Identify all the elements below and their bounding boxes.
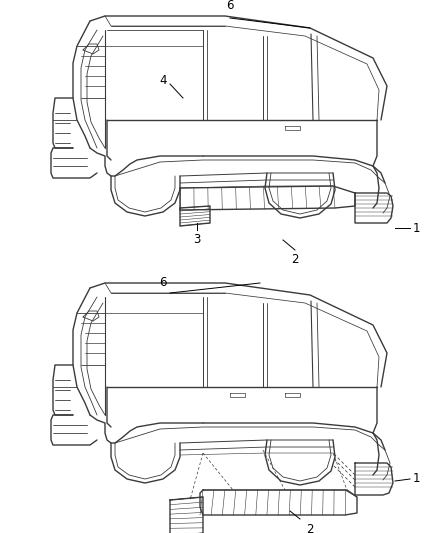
Text: 1: 1: [413, 472, 420, 486]
Text: 6: 6: [226, 0, 234, 12]
Text: 2: 2: [291, 253, 299, 266]
Text: 4: 4: [159, 74, 167, 86]
Text: 1: 1: [413, 222, 420, 235]
Text: 6: 6: [159, 276, 167, 289]
Text: 2: 2: [306, 523, 314, 533]
Text: 3: 3: [193, 233, 201, 246]
